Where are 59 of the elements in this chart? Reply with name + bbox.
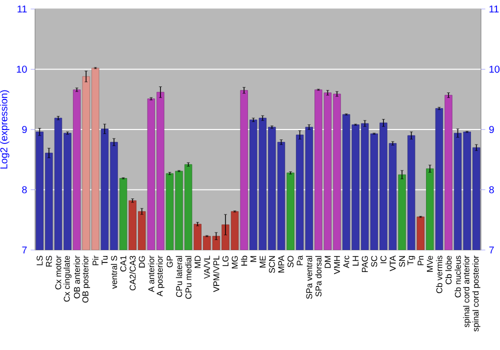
x-tick-label: SPa ventral xyxy=(306,256,312,299)
y2-tick-label: 9 xyxy=(489,126,494,134)
x-tick-label: LH xyxy=(352,256,358,266)
x-tick-label: DM xyxy=(324,256,331,268)
x-tick-label: ME xyxy=(260,256,266,268)
x-tick-label: A anterior xyxy=(148,256,154,292)
x-tick-label: VA/VL xyxy=(204,256,210,279)
x-tick-label: Tu xyxy=(102,256,108,265)
y2-tick-label: 11 xyxy=(490,6,499,12)
x-tick-label: IC xyxy=(380,256,386,264)
y-axis-title: Log2 (expression) xyxy=(0,90,10,169)
x-tick-label: VPM/VPL xyxy=(213,256,220,292)
x-tick-label: Pn xyxy=(418,256,424,266)
x-tick-label: CA2/CA3 xyxy=(129,256,136,290)
x-tick-label: OB posterior xyxy=(82,256,90,303)
x-tick-label: VTA xyxy=(390,255,396,272)
x-tick-label: Cx cingulate xyxy=(64,256,72,302)
x-tick-label: VMH xyxy=(334,256,340,274)
x-tick-label: Hb xyxy=(240,256,248,266)
x-tick-label: Cb lobe xyxy=(445,256,452,284)
x-tick-label: Pa xyxy=(296,255,303,266)
x-tick-label: Cb nucleus xyxy=(454,256,461,298)
y-tick-label: 11 xyxy=(18,6,27,12)
x-tick-label: spinal cord posterior xyxy=(472,256,480,332)
x-tick-label: CPu medial xyxy=(185,256,192,299)
x-tick-label: DG xyxy=(138,256,145,268)
y2-tick-label: 10 xyxy=(490,66,500,73)
x-tick-label: CA1 xyxy=(120,256,126,272)
x-tick-label: ventral S xyxy=(110,256,118,289)
y-tick-label: 9 xyxy=(22,126,27,134)
x-tick-label: RS xyxy=(46,256,52,267)
x-tick-label: SC xyxy=(371,256,378,267)
x-tick-label: Arc xyxy=(343,256,350,268)
x-tick-label: MVe xyxy=(426,256,433,272)
x-tick-label: MG xyxy=(232,256,238,268)
x-tick-label: CPu lateral xyxy=(176,256,182,297)
x-tick-label: PAG xyxy=(362,256,368,272)
x-tick-label: A posterior xyxy=(156,256,164,296)
x-tick-label: Cb vermis xyxy=(436,256,442,294)
x-tick-label: Tg xyxy=(408,256,416,266)
x-tick-label: SO xyxy=(288,256,294,268)
x-tick-label: spinal cord anterior xyxy=(463,256,472,328)
x-tick-label: Pir xyxy=(92,256,98,266)
x-tick-label: GP xyxy=(166,256,173,268)
y2-tick-label: 7 xyxy=(489,246,494,254)
x-tick-label: MD xyxy=(194,256,201,268)
x-tick-label: Cx motor xyxy=(55,256,62,290)
y2-tick-label: 8 xyxy=(489,186,494,194)
x-tick-label: M xyxy=(250,256,256,262)
x-tick-label: SCN xyxy=(268,256,275,273)
y-tick-label: 8 xyxy=(22,186,27,194)
x-tick-label: LG xyxy=(222,256,228,266)
x-tick-label: SN xyxy=(399,256,406,267)
x-tick-label: MPA xyxy=(278,255,284,272)
x-tick-label: OB anterior xyxy=(74,256,80,298)
x-tick-label: LS xyxy=(36,256,43,266)
y-tick-label: 7 xyxy=(22,246,27,254)
y-tick-label: 10 xyxy=(16,66,27,73)
x-tick-label: SPa dorsal xyxy=(315,256,322,296)
